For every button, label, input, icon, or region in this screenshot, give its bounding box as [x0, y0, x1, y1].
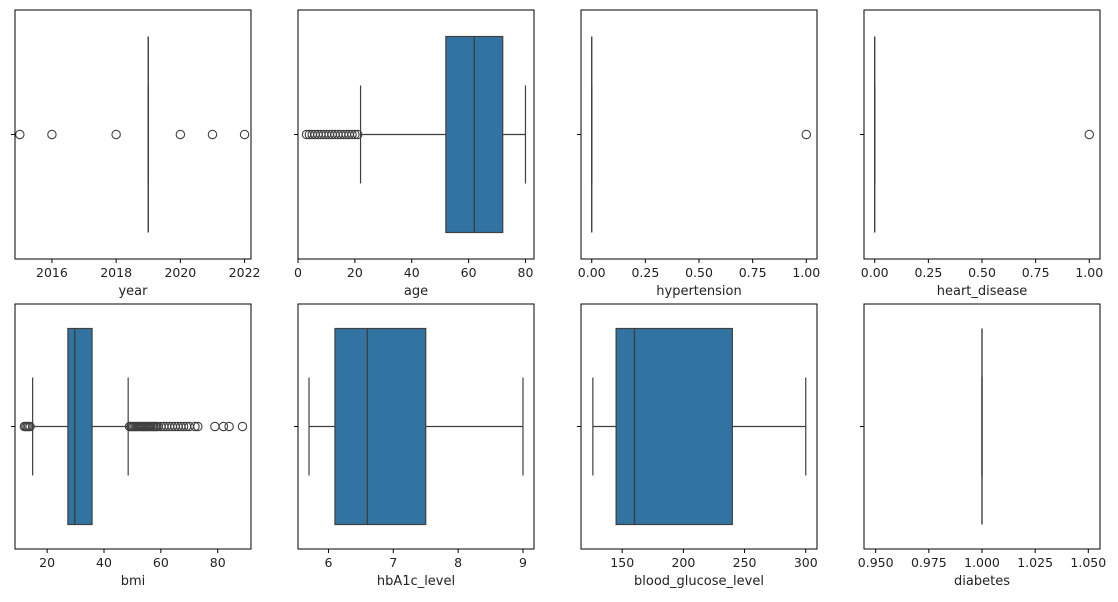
x-tick-label: 0	[294, 265, 302, 280]
x-tick-label: 0.75	[1022, 265, 1050, 280]
x-tick-label: 20	[39, 555, 55, 570]
outlier-point	[237, 421, 248, 432]
x-tick-label: 1.050	[1070, 555, 1106, 570]
x-tick-label: 2018	[100, 265, 132, 280]
outlier-point	[352, 129, 363, 140]
x-tick-label: 0.950	[858, 555, 894, 570]
outlier-point	[25, 421, 35, 432]
x-axis-label: year	[118, 284, 148, 299]
x-tick-label: 60	[153, 555, 169, 570]
outlier-point	[178, 421, 189, 432]
x-tick-label: 60	[461, 265, 477, 280]
x-tick-label: 2020	[164, 265, 196, 280]
boxplot-panel-heart_disease: 0.00 0.25 0.50 0.75 1.00 heart_disease	[860, 9, 1103, 299]
x-tick-label: 0.25	[631, 265, 659, 280]
axes-frame	[297, 303, 535, 550]
x-tick-label: 40	[96, 555, 112, 570]
axes-frame	[14, 9, 252, 260]
outlier-point	[111, 129, 121, 140]
x-tick-label: 9	[519, 555, 527, 570]
x-tick-label: 0.50	[685, 265, 713, 280]
boxplot-panel-hbA1c_level: 6 7 8 9 hbA1c_level	[294, 303, 535, 589]
x-tick-label: 0.50	[968, 265, 996, 280]
x-tick-label: 20	[347, 265, 363, 280]
x-tick-label: 80	[210, 555, 226, 570]
outlier-point	[193, 421, 203, 432]
x-tick-label: 150	[610, 555, 634, 570]
axes-frame	[863, 9, 1101, 260]
x-tick-label: 8	[454, 555, 462, 570]
x-axis-label: blood_glucose_level	[634, 574, 764, 589]
outlier-point	[347, 129, 357, 140]
x-axis-label: bmi	[121, 574, 146, 589]
axes-frame	[14, 303, 252, 550]
boxplot-panel-year: 2016 2018 2020 2022 year	[11, 9, 261, 299]
boxplot-panel-age: 0 20 40 60 80 age	[294, 9, 535, 299]
boxplot-panel-hypertension: 0.00 0.25 0.50 0.75 1.00 hypertension	[577, 9, 820, 299]
boxplot-panel-blood_glucose_level: 150 200 250 300 blood_glucose_level	[577, 303, 818, 589]
x-tick-label: 0.00	[861, 265, 889, 280]
x-tick-label: 80	[518, 265, 534, 280]
outlier-point	[190, 421, 200, 432]
x-axis-label: diabetes	[954, 574, 1010, 589]
x-tick-label: 1.025	[1017, 555, 1053, 570]
outlier-point	[350, 129, 360, 140]
outlier-point	[207, 129, 218, 140]
x-tick-label: 0.975	[911, 555, 947, 570]
axes-frame	[580, 303, 818, 550]
x-tick-label: 2016	[36, 265, 68, 280]
x-tick-label: 250	[733, 555, 757, 570]
outlier-point	[15, 129, 25, 140]
x-tick-label: 40	[404, 265, 420, 280]
box	[334, 327, 427, 526]
box	[615, 327, 733, 526]
outlier-point	[175, 129, 186, 140]
x-tick-label: 6	[324, 555, 332, 570]
x-tick-label: 0.00	[578, 265, 606, 280]
x-tick-label: 2022	[229, 265, 261, 280]
x-tick-label: 1.000	[964, 555, 1000, 570]
x-tick-label: 300	[794, 555, 818, 570]
outlier-point	[218, 421, 229, 432]
axes-frame	[297, 9, 535, 260]
x-axis-label: age	[404, 284, 428, 299]
x-tick-label: 7	[389, 555, 397, 570]
x-tick-label: 1.00	[1075, 265, 1103, 280]
x-axis-label: hbA1c_level	[377, 574, 455, 589]
x-tick-label: 0.75	[739, 265, 767, 280]
outlier-point	[801, 129, 812, 140]
outlier-point	[224, 421, 234, 432]
x-tick-label: 0.25	[914, 265, 942, 280]
boxplot-panel-diabetes: 0.950 0.975 1.000 1.025 1.050 diabetes	[858, 303, 1106, 589]
outlier-point	[239, 129, 250, 140]
outlier-point	[47, 129, 57, 140]
x-axis-label: heart_disease	[937, 284, 1028, 299]
boxplot-panel-bmi: 20 40 60 80 bmi	[11, 303, 252, 589]
x-tick-label: 1.00	[792, 265, 820, 280]
outlier-point	[1084, 129, 1095, 140]
x-axis-label: hypertension	[656, 284, 741, 299]
outlier-point	[210, 421, 220, 432]
box	[67, 327, 93, 526]
x-tick-label: 200	[671, 555, 695, 570]
axes-frame	[580, 9, 818, 260]
